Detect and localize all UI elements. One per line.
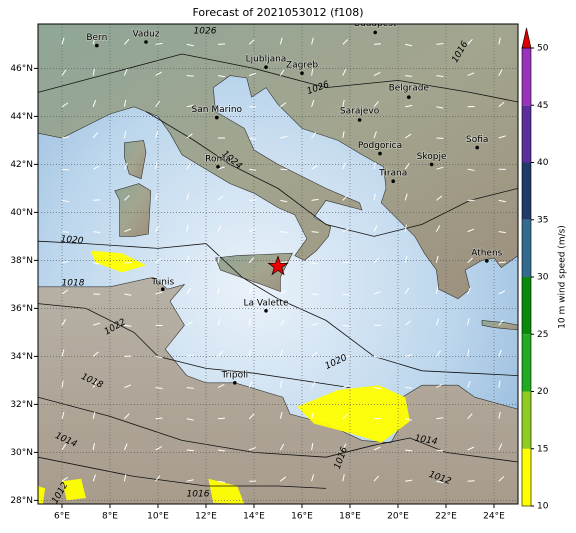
city-label: La Valette [244,298,289,308]
x-tick-label: 6°E [54,512,70,522]
y-tick-label: 42°N [10,160,33,170]
colorbar-tick-label: 45 [537,101,548,111]
city-dot [430,163,434,167]
city-label: Ljubljana [246,55,287,65]
x-tick-label: 14°E [243,512,265,522]
map-layer: 1026101610261024102010181022102010181014… [38,19,518,506]
city-label: Skopje [417,152,447,162]
colorbar-tick-label: 25 [537,330,548,340]
colorbar-tick-label: 15 [537,444,548,454]
isobar-label: 1016 [187,490,210,500]
colorbar-segment [522,277,531,334]
city-dot [161,287,165,291]
wind-arrow [187,388,194,389]
city-dot [475,146,479,150]
city-dot [300,71,304,75]
y-tick-label: 34°N [10,352,33,362]
y-tick-label: 28°N [10,496,33,506]
wind-arrow [187,450,194,451]
x-tick-label: 18°E [339,512,361,522]
city-label: Podgorica [358,141,402,151]
wind-arrow [499,262,506,263]
colorbar-tick-label: 40 [537,158,549,168]
y-tick-label: 44°N [10,112,33,122]
x-tick-label: 16°E [291,512,313,522]
colorbar: 10 15 20 25 30 35 40 45 50 10 m wind speed (m/s) [522,28,568,512]
city-dot [378,152,382,156]
colorbar-segment [522,105,531,162]
x-tick-label: 24°E [483,512,505,522]
colorbar-segment [522,449,531,506]
colorbar-segment [522,334,531,391]
colorbar-segment [522,163,531,220]
city-dot [216,165,220,169]
island [115,184,151,237]
city-label: Roma [205,154,231,164]
city-label: Tunis [150,278,174,288]
wind-arrow [62,232,69,233]
x-tick-label: 12°E [195,512,217,522]
city-dot [391,179,395,183]
x-tick-label: 8°E [102,512,118,522]
city-label: Vaduz [132,30,159,40]
city-label: Tripoli [220,370,248,380]
city-dot [95,44,99,48]
city-dot [373,31,377,35]
city-label: Bern [86,33,107,43]
wind-arrow [93,200,100,201]
wind-arrow [374,44,381,45]
city-dot [358,118,362,122]
colorbar-label: 10 m wind speed (m/s) [558,225,568,329]
isobar-label: 1026 [194,27,217,37]
colorbar-segment [522,220,531,277]
city-label: Sarajevo [340,107,380,117]
colorbar-tick-label: 50 [537,44,549,54]
wind-arrow [218,418,225,419]
colorbar-tick-label: 20 [537,387,549,397]
isobar-label: 1020 [60,235,84,247]
city-dot [215,116,219,120]
x-tick-label: 10°E [147,512,169,522]
x-tick-label: 22°E [435,512,457,522]
y-tick-label: 36°N [10,304,33,314]
city-label: Athens [471,248,502,258]
city-label: Belgrade [389,84,430,94]
colorbar-extension [522,28,531,48]
wind-arrow [62,169,69,170]
city-label: San Marino [192,105,243,115]
city-dot [264,65,268,69]
colorbar-segment [522,48,531,105]
y-tick-label: 38°N [10,256,33,266]
colorbar-tick-label: 30 [537,273,549,283]
city-label: Zagreb [286,61,318,71]
city-label: Sofia [466,135,488,145]
colorbar-tick-label: 10 [537,502,549,512]
city-dot [233,381,237,385]
colorbar-tick-label: 35 [537,215,548,225]
x-tick-label: 20°E [387,512,409,522]
y-tick-label: 46°N [10,64,33,74]
city-dot [485,259,489,263]
y-tick-label: 30°N [10,448,33,458]
city-label: Tirana [378,169,407,179]
y-tick-label: 32°N [10,400,33,410]
title: Forecast of 2021053012 (f108) [192,6,363,19]
city-dot [407,95,411,99]
colorbar-segment [522,392,531,449]
city-dot [144,40,148,44]
isobar-label: 1018 [62,279,85,289]
city-dot [264,309,268,313]
y-tick-label: 40°N [10,208,33,218]
